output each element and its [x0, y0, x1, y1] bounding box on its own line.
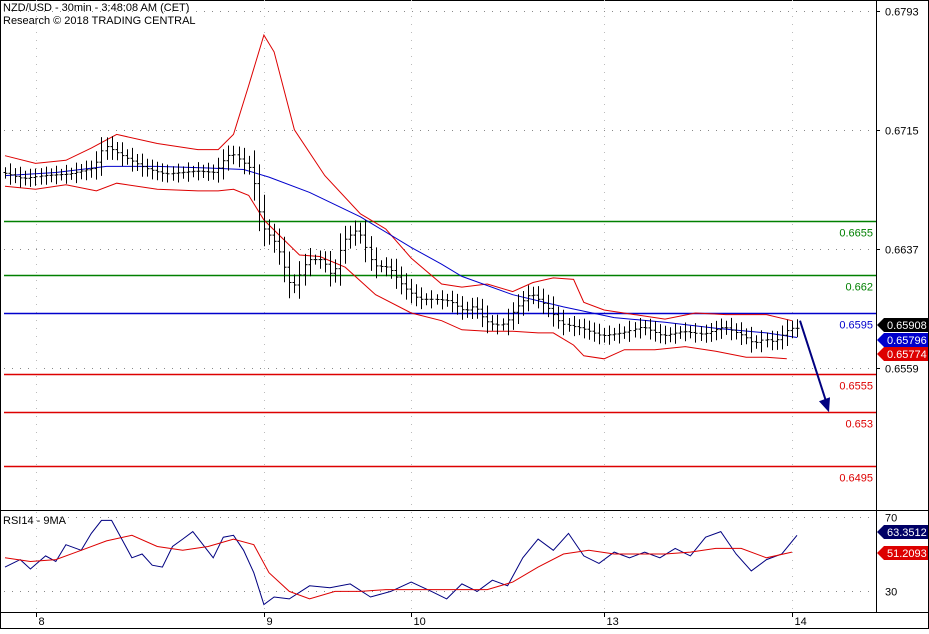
level-label: 0.6655 [839, 228, 873, 240]
x-tick-label: 14 [795, 616, 807, 628]
x-tick-label: 10 [414, 616, 426, 628]
level-label: 0.6595 [839, 320, 873, 332]
forecast-arrow-shaft [799, 320, 828, 405]
level-label: 0.653 [845, 419, 873, 431]
price-tick-label: 0.6559 [885, 364, 919, 376]
x-tick-label: 9 [267, 616, 273, 628]
price-badge-label: 0.65908 [887, 320, 927, 332]
level-label: 0.6555 [839, 381, 873, 393]
x-tick-label: 13 [607, 616, 619, 628]
price-badge [877, 318, 928, 332]
rsi-badge-label: 51.2093 [887, 548, 927, 560]
bollinger-upper-line [4, 33, 793, 322]
price-badge-label: 0.65796 [887, 335, 927, 347]
rsi-line [4, 519, 798, 606]
rsi-panel-label: RSI14 - 9MA [3, 515, 66, 527]
rsi-badge [877, 525, 928, 539]
chart-title: NZD/USD - 30min - 3:48:08 AM (CET) [3, 2, 190, 14]
bollinger-lower-line [4, 182, 787, 360]
price-tick-label: 0.6793 [885, 7, 919, 19]
level-label: 0.6495 [839, 473, 873, 485]
rsi-badge [877, 546, 928, 560]
forecast-arrow-head [819, 397, 830, 413]
rsi-tick-label: 30 [885, 587, 897, 599]
price-tick-label: 0.6715 [885, 126, 919, 138]
rsi-ma-line [4, 534, 793, 600]
level-label: 0.662 [845, 282, 873, 294]
rsi-tick-label: 70 [885, 513, 897, 525]
price-bars-group [3, 136, 800, 353]
chart-subtitle: Research © 2018 TRADING CENTRAL [3, 15, 196, 27]
x-tick-label: 8 [39, 616, 45, 628]
rsi-badge-label: 63.3512 [887, 527, 927, 539]
price-badge [877, 347, 928, 361]
price-badge [877, 333, 928, 347]
price-tick-label: 0.6637 [885, 245, 919, 257]
price-badge-label: 0.65774 [887, 349, 927, 361]
moving-average-line [4, 165, 798, 338]
